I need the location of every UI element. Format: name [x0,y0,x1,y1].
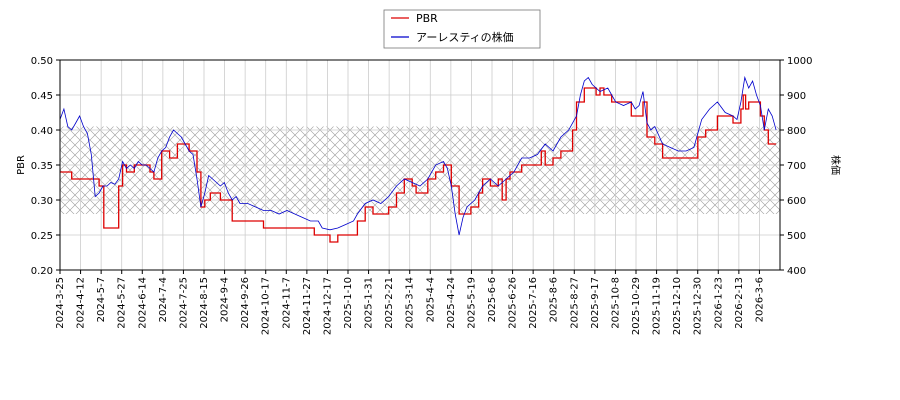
right-tick-label: 800 [787,126,806,137]
x-tick-label: 2025-4-4 [425,277,436,322]
x-tick-label: 2024-12-17 [322,277,333,335]
x-tick-label: 2025-9-17 [590,277,601,329]
left-tick-label: 0.50 [31,56,53,67]
right-tick-label: 900 [787,91,806,102]
x-tick-label: 2025-12-30 [693,277,704,335]
right-axis-ticks: 400 500 600 700 800 900 1000 [780,56,812,277]
grid [59,59,780,271]
right-tick-label: 700 [787,161,806,172]
reference-band [60,126,780,214]
left-tick-label: 0.40 [31,126,53,137]
x-tick-label: 2024-11-7 [281,277,292,329]
x-tick-label: 2025-11-19 [652,277,663,335]
x-tick-label: 2025-1-10 [343,277,354,329]
x-axis-ticks: 2024-3-25 2024-4-12 2024-5-7 2024-5-27 2024-… [55,270,765,335]
x-tick-label: 2025-8-6 [549,277,560,322]
x-tick-label: 2025-7-16 [528,277,539,329]
right-tick-label: 400 [787,266,806,277]
x-tick-label: 2025-2-21 [384,277,395,329]
series-line-price [59,75,777,236]
x-tick-label: 2024-3-25 [55,277,66,329]
x-tick-label: 2025-5-19 [466,277,477,329]
x-tick-label: 2026-3-6 [754,277,765,322]
x-tick-label: 2026-2-13 [734,277,745,329]
right-tick-label: 500 [787,231,806,242]
series-lines [59,75,777,243]
left-tick-label: 0.35 [31,161,53,172]
x-tick-label: 2025-8-27 [569,277,580,329]
left-tick-label: 0.20 [31,266,53,277]
x-tick-label: 2024-9-4 [220,277,231,322]
x-tick-label: 2024-5-7 [96,277,107,322]
left-tick-label: 0.25 [31,231,53,242]
band-area [60,126,780,214]
x-tick-label: 2024-10-17 [261,277,272,335]
x-tick-label: 2025-10-8 [610,277,621,329]
y-right-label: 株価 [829,155,842,175]
legend-label-price: アーレスティの株価 [416,30,514,44]
x-tick-label: 2024-9-26 [240,277,251,329]
x-tick-label: 2024-7-4 [158,277,169,322]
x-tick-label: 2025-1-31 [364,277,375,329]
right-tick-label: 1000 [787,56,812,67]
x-tick-label: 2024-7-25 [178,277,189,329]
left-axis-ticks: 0.20 0.25 0.30 0.35 0.40 0.45 0.50 [31,56,60,277]
x-tick-label: 2024-5-27 [117,277,128,329]
x-tick-label: 2025-3-14 [405,277,416,329]
left-tick-label: 0.45 [31,91,53,102]
legend-box [383,9,541,49]
x-tick-label: 2025-6-26 [508,277,519,329]
right-tick-label: 600 [787,196,806,207]
x-tick-label: 2025-6-6 [487,277,498,322]
x-tick-label: 2024-4-12 [76,277,87,329]
legend: PBR アーレスティの株価 [383,9,541,49]
x-tick-label: 2025-4-24 [446,277,457,329]
left-tick-label: 0.30 [31,196,53,207]
x-tick-label: 2024-6-14 [137,277,148,329]
x-tick-label: 2025-10-29 [631,277,642,335]
x-tick-label: 2024-11-27 [302,277,313,335]
x-tick-label: 2025-12-10 [672,277,683,335]
y-left-label: PBR [16,155,27,175]
legend-label-pbr: PBR [416,12,438,25]
x-tick-label: 2026-1-23 [713,277,724,329]
x-tick-label: 2024-8-15 [199,277,210,329]
